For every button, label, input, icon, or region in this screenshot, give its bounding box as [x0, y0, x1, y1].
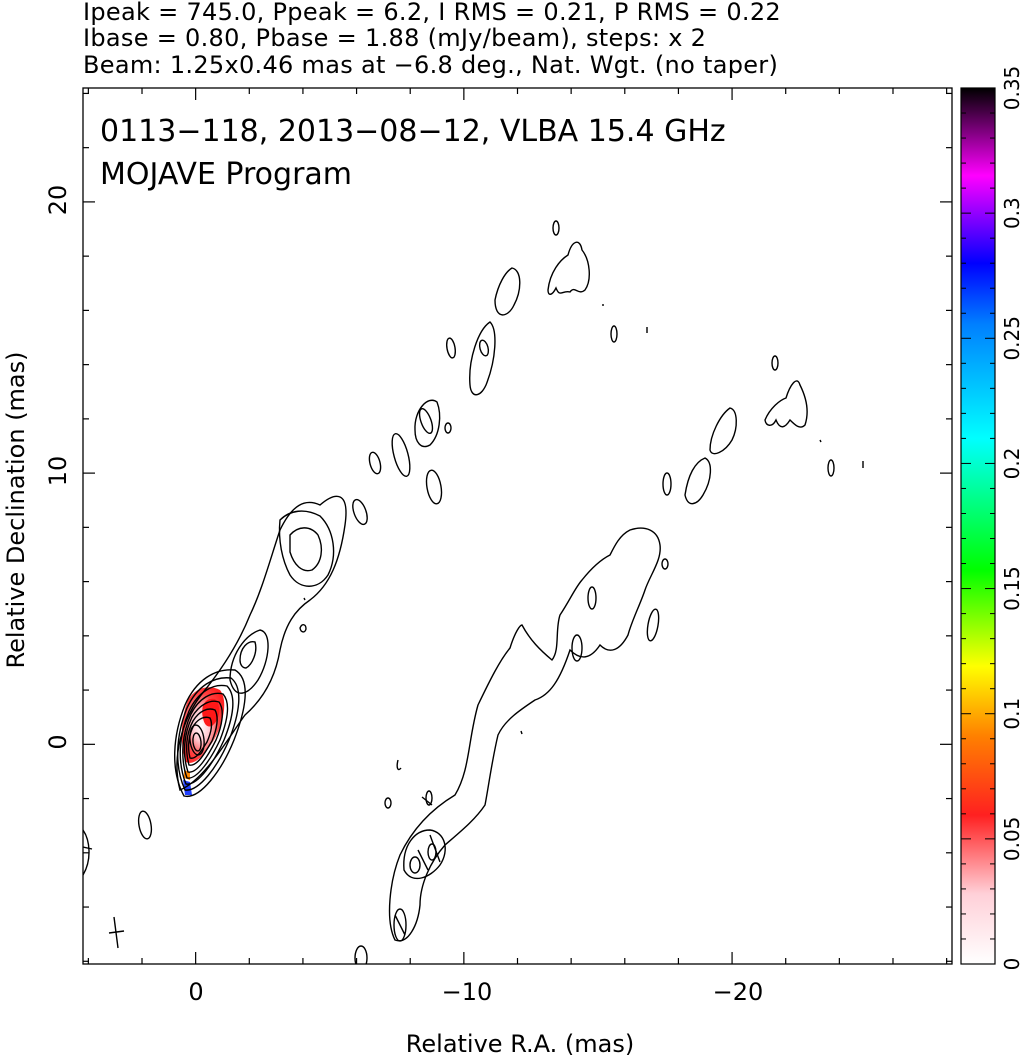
core-contours: [174, 669, 246, 797]
colorbar-ticks: [961, 87, 995, 965]
jet-envelope: [176, 495, 347, 791]
header-line-3: Beam: 1.25x0.46 mas at −6.8 deg., Nat. W…: [83, 51, 779, 79]
x-tick-label-0: 0: [188, 978, 203, 1006]
y-tick-label-0: 0: [44, 734, 72, 749]
contour-map: [83, 220, 864, 964]
colorbar-labels: 0 0.05 0.1 0.15 0.2 0.25 0.3 0.35: [1000, 66, 1021, 971]
colorbar-label-2: 0.1: [1000, 698, 1021, 730]
x-tick-label-2: −20: [713, 978, 764, 1006]
y-tick-label-2: 20: [44, 185, 72, 216]
y-tick-label-1: 10: [44, 456, 72, 487]
beam-marker: [108, 916, 125, 949]
core-pol-peak: [202, 698, 220, 727]
header-line-2: Ibase = 0.80, Pbase = 1.88 (mJy/beam), s…: [83, 24, 707, 52]
y-axis-label: Relative Declination (mas): [2, 351, 30, 668]
colorbar-label-5: 0.25: [1000, 316, 1021, 361]
x-tick-label-1: −10: [442, 978, 493, 1006]
second-jet-envelope: [388, 527, 661, 942]
colorbar-label-4: 0.2: [1000, 448, 1021, 480]
colorbar: [960, 87, 996, 965]
header-line-1: Ipeak = 745.0, Ppeak = 6.2, I RMS = 0.21…: [83, 0, 781, 26]
colorbar-label-7: 0.35: [1000, 66, 1021, 111]
colorbar-label-0: 0: [1000, 958, 1021, 971]
colorbar-label-6: 0.3: [1000, 197, 1021, 229]
axis-ticks: [83, 88, 952, 964]
panel-source-label: 0113−118, 2013−08−12, VLBA 15.4 GHz: [100, 114, 726, 149]
x-axis-label: Relative R.A. (mas): [406, 1030, 634, 1058]
plot-frame: [82, 87, 953, 965]
colorbar-label-1: 0.05: [1000, 817, 1021, 862]
colorbar-label-3: 0.15: [1000, 566, 1021, 611]
panel-program-label: MOJAVE Program: [100, 157, 352, 192]
